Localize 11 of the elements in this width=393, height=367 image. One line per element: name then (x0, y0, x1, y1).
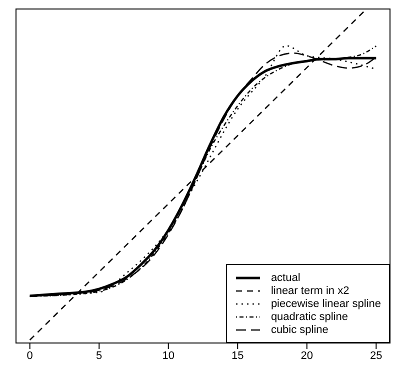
x-tick-label: 10 (162, 350, 174, 362)
x-tick-label: 0 (26, 350, 33, 362)
x-tick-label: 15 (232, 350, 244, 362)
x-tick-label: 20 (300, 350, 314, 362)
legend-label: piecewise linear spline (270, 298, 381, 310)
legend-label: cubic spline (270, 324, 328, 336)
legend-label: actual (270, 272, 300, 284)
legend-label: linear term in x2 (270, 284, 350, 296)
legend-label: quadratic spline (270, 310, 348, 322)
x-tick-label: 25 (370, 350, 382, 362)
x-tick-label: 5 (96, 350, 102, 362)
